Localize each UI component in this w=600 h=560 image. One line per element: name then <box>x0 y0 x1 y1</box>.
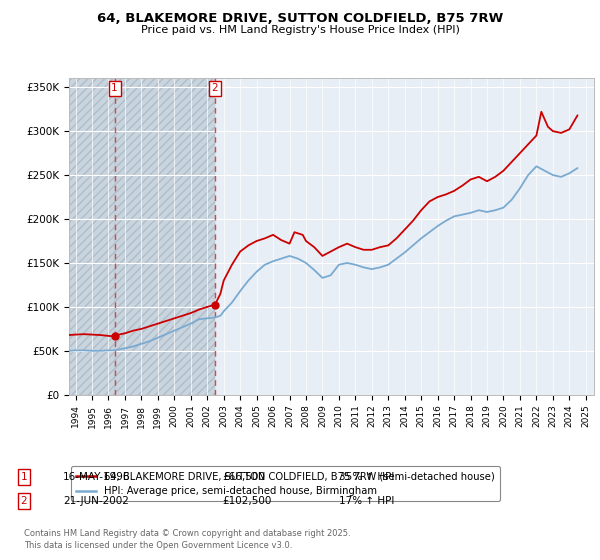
Text: 21-JUN-2002: 21-JUN-2002 <box>63 496 129 506</box>
Text: 64, BLAKEMORE DRIVE, SUTTON COLDFIELD, B75 7RW: 64, BLAKEMORE DRIVE, SUTTON COLDFIELD, B… <box>97 12 503 25</box>
Bar <box>115 78 215 395</box>
Legend: 64, BLAKEMORE DRIVE, SUTTON COLDFIELD, B75 7RW (semi-detached house), HPI: Avera: 64, BLAKEMORE DRIVE, SUTTON COLDFIELD, B… <box>71 466 500 501</box>
Text: Contains HM Land Registry data © Crown copyright and database right 2025.
This d: Contains HM Land Registry data © Crown c… <box>24 529 350 550</box>
Text: 17% ↑ HPI: 17% ↑ HPI <box>339 496 394 506</box>
Text: £66,500: £66,500 <box>222 472 265 482</box>
Text: Price paid vs. HM Land Registry's House Price Index (HPI): Price paid vs. HM Land Registry's House … <box>140 25 460 35</box>
Text: £102,500: £102,500 <box>222 496 271 506</box>
Text: 1: 1 <box>20 472 28 482</box>
Text: 2: 2 <box>212 83 218 93</box>
Text: 2: 2 <box>20 496 28 506</box>
Bar <box>69 78 115 395</box>
Text: 16-MAY-1996: 16-MAY-1996 <box>63 472 131 482</box>
Text: 35% ↑ HPI: 35% ↑ HPI <box>339 472 394 482</box>
Text: 1: 1 <box>111 83 118 93</box>
